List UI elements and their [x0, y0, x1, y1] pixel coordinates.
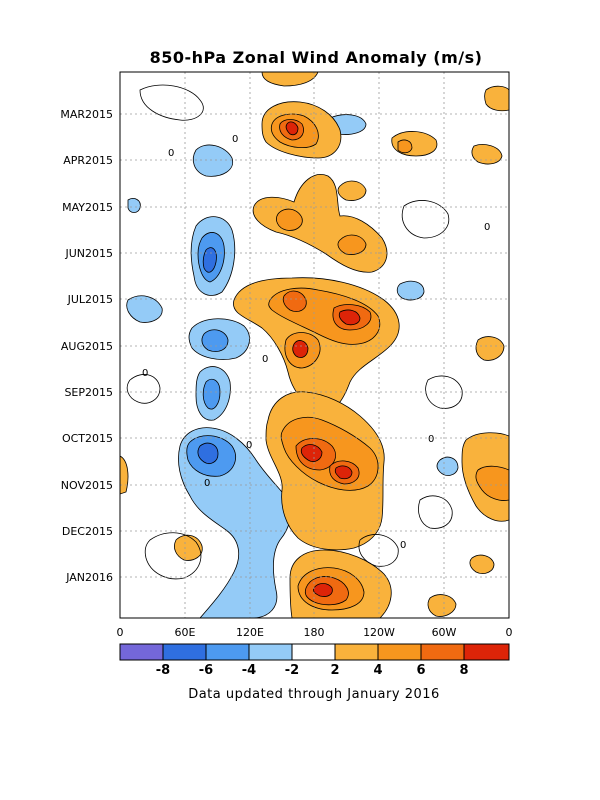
x-tick-label: 0 — [117, 626, 124, 639]
contour-label: 0 — [400, 540, 406, 551]
contour-label: 0 — [204, 478, 210, 489]
x-tick-label: 0 — [506, 626, 513, 639]
colorbar-tick-label: -4 — [242, 663, 256, 678]
contour-label: 0 — [168, 148, 174, 159]
zero-contour-7 — [358, 534, 399, 567]
colorbar-swatch — [378, 644, 421, 660]
pos-region-7 — [276, 208, 303, 231]
y-tick-label: SEP2015 — [64, 386, 113, 399]
pos-region-8 — [337, 234, 367, 255]
pos-region-36 — [120, 455, 129, 495]
zero-contour-5 — [418, 495, 453, 529]
plot-frame — [119, 71, 510, 619]
x-tick-label: 60E — [175, 626, 196, 639]
colorbar-frame — [119, 643, 510, 661]
pos-region-30 — [475, 465, 509, 501]
pos-region-34 — [427, 594, 457, 617]
contour-labels: 0 0 0 0 0 0 0 0 0 — [142, 134, 490, 551]
pos-region-1 — [261, 72, 319, 87]
pos-region-28 — [313, 583, 333, 597]
colorbar-tick-label: 2 — [330, 663, 339, 678]
contour-label: 0 — [232, 134, 238, 145]
contour-label: 0 — [142, 368, 148, 379]
colorbar-swatch — [163, 644, 206, 660]
grid-lines — [120, 72, 509, 618]
y-tick-label: APR2015 — [63, 154, 113, 167]
data-updated-note: Data updated through January 2016 — [188, 687, 440, 702]
x-tick-label: 120E — [236, 626, 264, 639]
pos-region-37 — [469, 554, 495, 574]
colorbar-swatch — [464, 644, 509, 660]
color-bar: -8 -6 -4 -2 2 4 6 8 — [119, 643, 510, 678]
contour-label: 0 — [484, 222, 490, 233]
colorbar-swatch — [206, 644, 249, 660]
y-tick-label: JUN2015 — [64, 247, 113, 260]
contour-label: 0 — [246, 440, 252, 451]
pos-region-5 — [285, 121, 299, 136]
neg-region-7 — [201, 329, 229, 352]
y-axis: MAR2015 APR2015 MAY2015 JUN2015 JUL2015 … — [60, 108, 113, 584]
colorbar-tick-label: 8 — [459, 663, 468, 678]
colorbar-tick-label: 4 — [373, 663, 382, 678]
colorbar-tick-label: -8 — [156, 663, 170, 678]
pos-region-9 — [337, 180, 367, 201]
neg-region-16 — [127, 198, 141, 213]
y-tick-label: AUG2015 — [61, 340, 113, 353]
zero-contour-2 — [144, 532, 202, 580]
x-tick-label: 180 — [304, 626, 325, 639]
y-tick-label: OCT2015 — [62, 432, 113, 445]
contour-label: 0 — [262, 354, 268, 365]
pos-region-11 — [397, 139, 413, 154]
x-tick-label: 60W — [432, 626, 457, 639]
y-tick-label: JAN2016 — [65, 571, 113, 584]
chart-title: 850-hPa Zonal Wind Anomaly (m/s) — [150, 48, 483, 67]
pos-region-33 — [475, 336, 505, 361]
colorbar-tick-label: -6 — [199, 663, 213, 678]
pos-region-18 — [292, 340, 309, 358]
neg-region-1 — [192, 144, 234, 177]
colorbar-swatch — [292, 644, 335, 660]
zero-contour-3 — [401, 200, 450, 239]
y-tick-label: MAY2015 — [62, 201, 113, 214]
x-tick-label: 120W — [363, 626, 395, 639]
anomaly-field — [120, 72, 509, 618]
y-tick-label: NOV2015 — [61, 479, 113, 492]
colorbar-swatch — [249, 644, 292, 660]
pos-region-22 — [300, 444, 323, 462]
neg-region-12 — [197, 442, 219, 464]
colorbar-tick-label: 6 — [416, 663, 425, 678]
contour-label: 0 — [428, 434, 434, 445]
neg-region-9 — [202, 378, 221, 410]
pos-region-31 — [484, 85, 509, 112]
y-tick-label: DEC2015 — [62, 525, 113, 538]
zero-contour-6 — [126, 374, 161, 404]
pos-region-32 — [471, 144, 503, 165]
neg-region-4 — [202, 247, 217, 273]
x-axis: 0 60E 120E 180 120W 60W 0 — [117, 626, 513, 639]
pos-region-35 — [174, 534, 203, 561]
zero-contour-4 — [425, 375, 463, 409]
colorbar-swatch — [421, 644, 464, 660]
neg-region-15 — [436, 456, 459, 476]
pos-region-14 — [282, 290, 307, 312]
neg-region-14 — [396, 280, 425, 301]
plot-area: 0 0 0 0 0 0 0 0 0 — [119, 71, 510, 619]
y-tick-label: JUL2015 — [67, 293, 113, 306]
pos-region-24 — [334, 465, 353, 480]
colorbar-tick-label: -2 — [285, 663, 299, 678]
y-tick-label: MAR2015 — [60, 108, 113, 121]
neg-region-5 — [126, 295, 163, 323]
colorbar-swatch — [120, 644, 163, 660]
colorbar-swatch — [335, 644, 378, 660]
pos-region-16 — [338, 309, 361, 326]
